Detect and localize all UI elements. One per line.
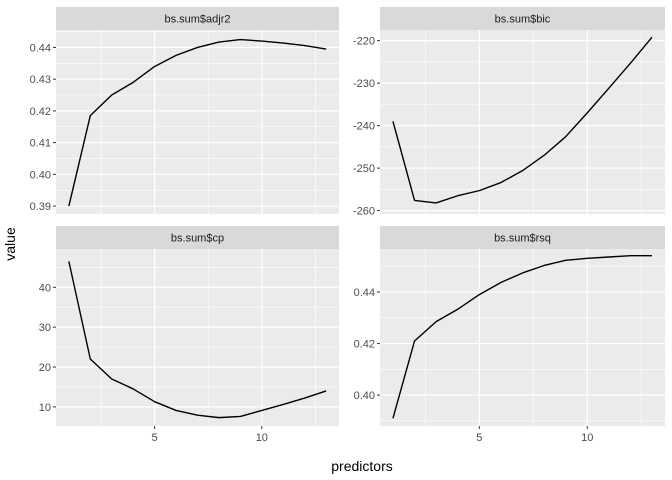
y-axis-title: value bbox=[2, 227, 18, 261]
y-tick-label: -250 bbox=[353, 163, 375, 175]
facet-strip bbox=[380, 7, 665, 30]
x-tick-label: 10 bbox=[256, 432, 268, 444]
y-tick-label: 0.40 bbox=[354, 390, 375, 402]
facet-strip-label: bs.sum$bic bbox=[495, 14, 551, 26]
facet-panel: bs.sum$cp 10 20 30 40 5 10 bbox=[39, 226, 339, 444]
y-tick-label: -260 bbox=[353, 206, 375, 218]
facet-strip-label: bs.sum$cp bbox=[171, 233, 224, 245]
panel-background bbox=[56, 30, 339, 214]
x-tick-label: 10 bbox=[581, 432, 593, 444]
series-line bbox=[68, 261, 327, 419]
y-tick-label: -230 bbox=[353, 78, 375, 90]
facet-strip bbox=[56, 7, 339, 30]
y-tick-label: 20 bbox=[39, 362, 51, 374]
y-tick-label: 0.42 bbox=[354, 339, 375, 351]
panel-background bbox=[380, 249, 665, 426]
facet-strip-label: bs.sum$adjr2 bbox=[164, 14, 230, 26]
x-tick-label: 5 bbox=[476, 432, 482, 444]
facet-panel: bs.sum$bic -260 -250 -240 -230 -220 bbox=[353, 7, 665, 218]
y-tick-label: 10 bbox=[39, 402, 51, 414]
y-tick-label: 0.39 bbox=[30, 201, 51, 213]
x-tick-label: 5 bbox=[152, 432, 158, 444]
facet-panel: bs.sum$adjr2 0.39 0.40 0.41 0.42 0.43 0.44 bbox=[30, 7, 339, 214]
y-tick-label: 0.42 bbox=[30, 106, 51, 118]
series-line bbox=[68, 38, 327, 207]
facet-strip bbox=[56, 226, 339, 249]
y-tick-label: -220 bbox=[353, 36, 375, 48]
y-tick-label: 0.41 bbox=[30, 138, 51, 150]
y-tick-label: -240 bbox=[353, 121, 375, 133]
x-axis-title: predictors bbox=[331, 458, 392, 474]
facet-panel: bs.sum$rsq 0.40 0.42 0.44 5 10 bbox=[354, 226, 665, 444]
series-line bbox=[392, 254, 653, 419]
facet-strip-label: bs.sum$rsq bbox=[494, 233, 551, 245]
y-tick-label: 30 bbox=[39, 322, 51, 334]
series-line bbox=[392, 36, 653, 204]
y-tick-label: 0.40 bbox=[30, 169, 51, 181]
y-tick-label: 0.44 bbox=[354, 287, 375, 299]
facet-strip bbox=[380, 226, 665, 249]
y-tick-label: 0.43 bbox=[30, 74, 51, 86]
panel-background bbox=[56, 249, 339, 426]
y-tick-label: 0.44 bbox=[30, 42, 51, 54]
y-tick-label: 40 bbox=[39, 282, 51, 294]
panel-background bbox=[380, 30, 665, 214]
